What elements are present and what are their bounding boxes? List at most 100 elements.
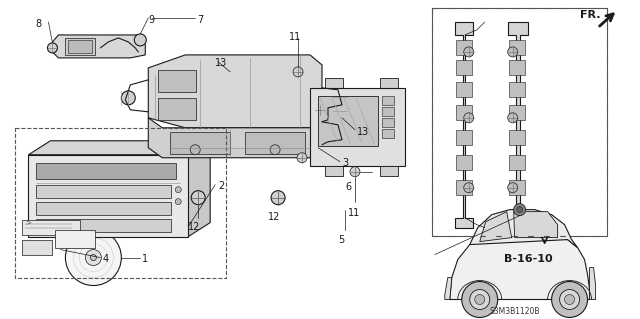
Bar (36, 202, 172, 215)
Bar (325, 166, 343, 176)
Circle shape (508, 47, 518, 57)
Text: 12: 12 (188, 222, 200, 232)
Bar (65, 38, 95, 55)
Polygon shape (455, 22, 473, 228)
Text: 2: 2 (218, 181, 225, 191)
Bar (456, 130, 472, 145)
Circle shape (333, 131, 347, 145)
Bar (432, 8, 607, 236)
Bar (245, 132, 305, 154)
Circle shape (470, 290, 490, 309)
Polygon shape (52, 35, 145, 58)
Circle shape (559, 290, 580, 309)
Circle shape (516, 207, 523, 213)
Bar (509, 82, 525, 97)
Circle shape (514, 204, 525, 216)
Circle shape (90, 255, 97, 261)
Text: 1: 1 (142, 254, 148, 263)
Circle shape (464, 113, 474, 123)
Circle shape (175, 187, 181, 193)
Bar (36, 219, 172, 232)
Text: 3: 3 (342, 158, 348, 168)
Circle shape (175, 199, 181, 205)
Circle shape (134, 34, 147, 46)
Circle shape (564, 294, 575, 305)
Polygon shape (29, 141, 210, 155)
Bar (456, 180, 472, 195)
Circle shape (350, 167, 360, 177)
Text: 4: 4 (102, 254, 109, 263)
Bar (382, 129, 394, 138)
Circle shape (65, 230, 122, 286)
Bar (509, 60, 525, 75)
Bar (382, 96, 394, 105)
Bar (158, 98, 196, 120)
Polygon shape (450, 232, 589, 300)
Polygon shape (445, 278, 452, 300)
Text: 13: 13 (357, 127, 369, 137)
Circle shape (85, 249, 101, 265)
Polygon shape (148, 118, 322, 158)
Text: 11: 11 (289, 32, 301, 42)
Circle shape (475, 294, 484, 305)
Circle shape (270, 145, 280, 155)
Circle shape (122, 91, 135, 105)
Bar (68, 40, 92, 53)
Polygon shape (148, 55, 322, 128)
Bar (318, 96, 378, 146)
Text: FR.: FR. (580, 10, 600, 20)
Polygon shape (22, 220, 81, 234)
Text: 12: 12 (268, 211, 280, 222)
Text: 6: 6 (345, 182, 351, 192)
Bar (456, 40, 472, 55)
Circle shape (552, 282, 588, 317)
Bar (456, 60, 472, 75)
Polygon shape (589, 268, 596, 300)
Circle shape (191, 191, 205, 205)
Bar (509, 105, 525, 120)
Bar (456, 82, 472, 97)
Bar (382, 118, 394, 127)
Bar (509, 180, 525, 195)
Bar (29, 155, 188, 237)
Text: 13: 13 (215, 58, 227, 68)
Text: 5: 5 (338, 234, 344, 245)
Text: B-16-10: B-16-10 (504, 254, 552, 263)
Bar (170, 132, 230, 154)
Text: 8: 8 (35, 19, 42, 29)
Circle shape (293, 67, 303, 77)
Bar (456, 105, 472, 120)
Polygon shape (508, 22, 527, 228)
Circle shape (297, 153, 307, 163)
Text: 11: 11 (348, 208, 360, 218)
Polygon shape (22, 240, 52, 255)
Bar (456, 155, 472, 170)
Text: S3M3B1120B: S3M3B1120B (490, 308, 540, 316)
Circle shape (508, 183, 518, 193)
Text: 7: 7 (197, 15, 204, 25)
Circle shape (190, 145, 200, 155)
Circle shape (462, 282, 498, 317)
Polygon shape (188, 141, 210, 237)
Bar (158, 70, 196, 92)
Bar (382, 107, 394, 116)
Circle shape (464, 47, 474, 57)
Bar (509, 40, 525, 55)
Bar (380, 166, 398, 176)
Bar (36, 185, 172, 198)
Polygon shape (480, 211, 512, 241)
Circle shape (315, 105, 325, 115)
Bar (310, 88, 405, 166)
Polygon shape (470, 210, 577, 248)
Bar (36, 163, 176, 179)
Bar (509, 130, 525, 145)
Bar (325, 78, 343, 90)
Text: >: > (26, 220, 31, 226)
Circle shape (508, 113, 518, 123)
Circle shape (333, 97, 347, 111)
Polygon shape (56, 230, 95, 248)
Bar (509, 155, 525, 170)
Polygon shape (514, 211, 557, 238)
Circle shape (464, 183, 474, 193)
Circle shape (271, 191, 285, 205)
